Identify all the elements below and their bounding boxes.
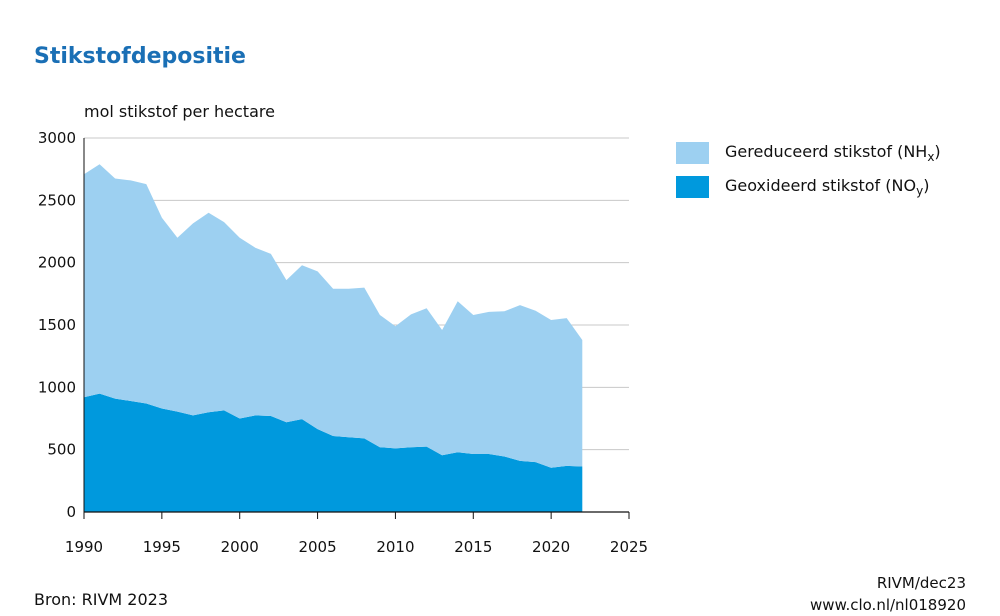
x-tick-label-2000: 2000 [221, 538, 259, 556]
legend-swatch-noy [676, 176, 709, 198]
x-tick-label-2015: 2015 [454, 538, 492, 556]
x-tick-label-2005: 2005 [298, 538, 336, 556]
x-tick-label-2020: 2020 [532, 538, 570, 556]
y-tick-label-1500: 1500 [38, 316, 76, 334]
y-tick-label-2500: 2500 [38, 191, 76, 209]
y-tick-label-0: 0 [66, 503, 76, 521]
credit-line-2: www.clo.nl/nl018920 [810, 596, 966, 614]
legend: Gereduceerd stikstof (NHx) Geoxideerd st… [676, 136, 941, 204]
x-tick-label-2010: 2010 [376, 538, 414, 556]
area-series-nhx [84, 164, 583, 468]
legend-swatch-nhx [676, 142, 709, 164]
x-tick-label-1990: 1990 [65, 538, 103, 556]
legend-item-noy: Geoxideerd stikstof (NOy) [676, 170, 941, 204]
y-tick-label-3000: 3000 [38, 129, 76, 147]
credit: RIVM/dec23 www.clo.nl/nl018920 [810, 572, 966, 616]
credit-line-1: RIVM/dec23 [876, 574, 966, 592]
y-tick-label-2000: 2000 [38, 254, 76, 272]
y-axis-unit-label: mol stikstof per hectare [84, 102, 275, 121]
legend-label-noy: Geoxideerd stikstof (NOy) [725, 175, 930, 199]
y-tick-label-1000: 1000 [38, 378, 76, 396]
chart-title: Stikstofdepositie [34, 44, 246, 69]
x-tick-label-2025: 2025 [610, 538, 648, 556]
source-text: Bron: RIVM 2023 [34, 590, 168, 609]
y-tick-label-500: 500 [47, 441, 76, 459]
area-series-noy [84, 393, 583, 512]
legend-label-nhx: Gereduceerd stikstof (NHx) [725, 141, 941, 165]
x-tick-label-1995: 1995 [143, 538, 181, 556]
legend-item-nhx: Gereduceerd stikstof (NHx) [676, 136, 941, 170]
